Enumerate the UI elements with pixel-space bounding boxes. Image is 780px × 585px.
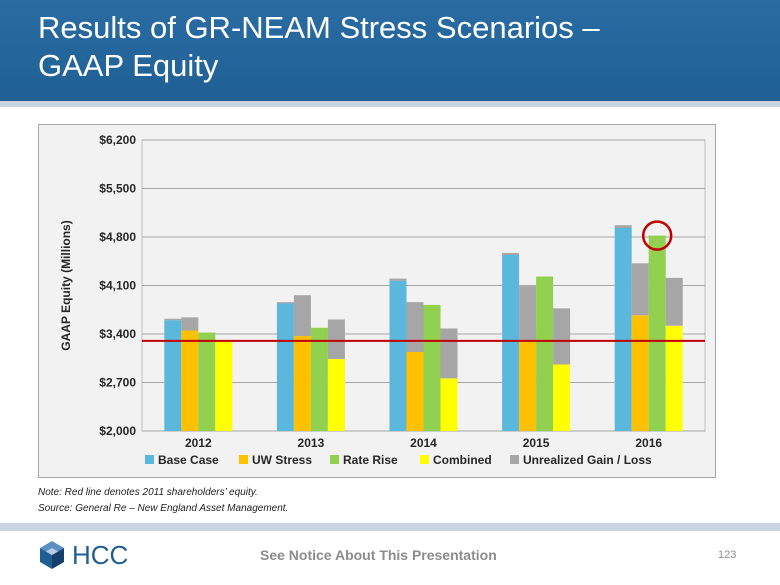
y-tick-label: $4,100 xyxy=(99,279,136,293)
bar-unrealized-gain-loss xyxy=(327,319,345,359)
bar-unrealized-gain-loss xyxy=(553,308,571,365)
bar-combined xyxy=(327,358,345,431)
y-tick-label: $2,700 xyxy=(99,376,136,390)
x-tick-label: 2013 xyxy=(298,436,325,450)
hcc-logo-icon xyxy=(40,541,64,569)
chart-frame: $2,000 $2,700 $3,400 $4,100 $4,800 $5,500 $6,2… xyxy=(38,124,716,478)
bar-uw-stress xyxy=(519,341,537,431)
bar-uw-stress xyxy=(631,315,649,431)
legend-swatch xyxy=(420,455,429,464)
bar-base-case xyxy=(389,280,407,431)
bar-uw-stress xyxy=(181,330,199,431)
bar-combined xyxy=(215,341,233,431)
bar-base-case xyxy=(164,320,182,431)
x-tick-label: 2012 xyxy=(185,436,212,450)
y-tick-label: $4,800 xyxy=(99,230,136,244)
legend-swatch xyxy=(330,455,339,464)
legend-label: Rate Rise xyxy=(343,453,398,467)
bar-rate-rise xyxy=(648,235,666,431)
legend-label: Unrealized Gain / Loss xyxy=(523,453,652,467)
legend-label: Base Case xyxy=(158,453,219,467)
legend-label: Combined xyxy=(433,453,492,467)
legend-swatch xyxy=(145,455,154,464)
bar-unrealized-gain-loss xyxy=(293,295,311,337)
bar-rate-rise xyxy=(536,276,554,431)
bar-unrealized-gain-loss xyxy=(614,225,632,228)
y-axis-label: GAAP Equity (Millions) xyxy=(59,220,73,350)
bar-unrealized-gain-loss xyxy=(631,263,649,316)
logo-text: HCC xyxy=(72,540,129,570)
page-title-line-1: Results of GR-NEAM Stress Scenarios – xyxy=(38,10,600,45)
page-title: Results of GR-NEAM Stress Scenarios – GA… xyxy=(38,9,758,85)
bar-uw-stress xyxy=(293,336,311,431)
bar-unrealized-gain-loss xyxy=(389,278,407,281)
bar-unrealized-gain-loss xyxy=(164,318,182,321)
footer-divider xyxy=(0,523,780,531)
bar-unrealized-gain-loss xyxy=(181,317,199,331)
equity-chart: $2,000 $2,700 $3,400 $4,100 $4,800 $5,500 $6,2… xyxy=(59,133,706,467)
bar-uw-stress xyxy=(406,352,424,431)
bar-base-case xyxy=(276,303,294,431)
bar-rate-rise xyxy=(423,304,441,431)
notice-text[interactable]: See Notice About This Presentation xyxy=(260,547,497,563)
bar-rate-rise xyxy=(198,332,216,431)
y-tick-label: $6,200 xyxy=(99,133,136,147)
x-tick-label: 2014 xyxy=(410,436,437,450)
y-tick-label: $3,400 xyxy=(99,327,136,341)
y-tick-label: $2,000 xyxy=(99,424,136,438)
page-title-line-2: GAAP Equity xyxy=(38,48,219,83)
page-number: 123 xyxy=(718,549,737,561)
bar-combined xyxy=(440,378,458,431)
bar-unrealized-gain-loss xyxy=(440,328,458,379)
header-divider xyxy=(0,101,780,107)
x-tick-label: 2016 xyxy=(635,436,662,450)
highlight-circle xyxy=(641,220,673,251)
bar-combined xyxy=(553,364,571,431)
y-tick-label: $5,500 xyxy=(99,182,136,196)
bar-unrealized-gain-loss xyxy=(665,277,683,326)
note-source: Source: General Re – New England Asset M… xyxy=(38,503,289,514)
bar-unrealized-gain-loss xyxy=(519,286,537,342)
x-tick-label: 2015 xyxy=(523,436,550,450)
bar-unrealized-gain-loss xyxy=(406,302,424,353)
bar-combined xyxy=(665,325,683,431)
bar-unrealized-gain-loss xyxy=(502,252,520,256)
legend-label: UW Stress xyxy=(252,453,312,467)
legend-swatch xyxy=(239,455,248,464)
header-band: Results of GR-NEAM Stress Scenarios – GA… xyxy=(0,0,780,101)
legend-swatch xyxy=(510,455,519,464)
bar-base-case xyxy=(614,227,632,431)
bar-unrealized-gain-loss xyxy=(276,302,294,304)
bar-base-case xyxy=(502,255,520,431)
bar-rate-rise xyxy=(310,327,328,431)
note-red-line: Note: Red line denotes 2011 shareholders… xyxy=(38,487,258,498)
